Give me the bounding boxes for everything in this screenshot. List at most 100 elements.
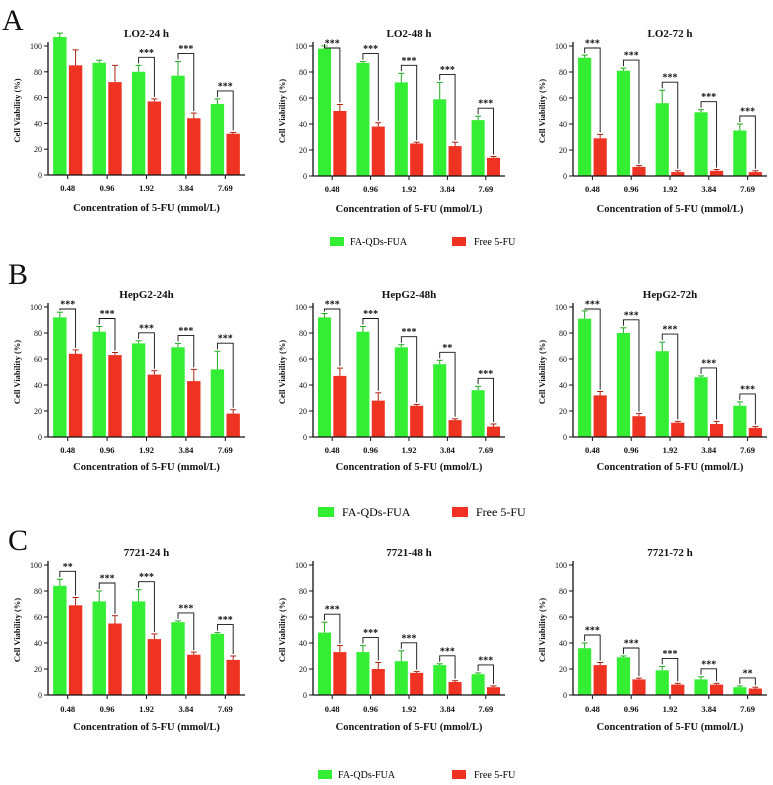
bar-free-5fu-0 bbox=[593, 138, 607, 176]
panel-letter-b: B bbox=[8, 258, 28, 291]
legend-c-swatch-1 bbox=[318, 770, 332, 779]
bar-fa-qds-fua-0 bbox=[317, 48, 332, 176]
legend-c-swatch-2 bbox=[452, 770, 466, 779]
bar-fa-qds-fua-2 bbox=[131, 71, 146, 175]
x-axis-label: Concentration of 5-FU (mmol/L) bbox=[597, 722, 744, 733]
significance-label-4: *** bbox=[740, 384, 755, 395]
y-tick-label-2: 40 bbox=[299, 120, 307, 129]
bar-fa-qds-fua-0 bbox=[53, 317, 67, 437]
significance-bracket-0 bbox=[59, 308, 77, 348]
significance-label-4: *** bbox=[478, 99, 493, 110]
x-tick-label-0: 0.48 bbox=[325, 704, 340, 714]
bar-free-5fu-0 bbox=[68, 353, 83, 437]
legend-c-label-1: FA-QDs-FUA bbox=[338, 770, 396, 781]
x-tick-label-0: 0.48 bbox=[60, 445, 75, 455]
x-tick-label-1: 0.96 bbox=[100, 704, 115, 714]
significance-bracket-3 bbox=[439, 351, 456, 417]
bar-free-5fu-2 bbox=[671, 172, 685, 176]
y-axis-label: Cell Viability (%) bbox=[12, 78, 22, 142]
bar-fa-qds-fua-0 bbox=[578, 318, 592, 437]
y-tick-label-0: 0 bbox=[303, 172, 307, 181]
significance-bracket-3 bbox=[700, 367, 718, 420]
x-tick-label-1: 0.96 bbox=[624, 184, 639, 194]
y-tick-label-1: 20 bbox=[559, 665, 567, 674]
bar-fa-qds-fua-3 bbox=[433, 99, 447, 176]
y-tick-label-0: 0 bbox=[303, 433, 307, 442]
bar-free-5fu-0 bbox=[593, 395, 607, 437]
chart-title: LO2-24 h bbox=[124, 28, 169, 40]
x-tick-label-4: 7.69 bbox=[478, 184, 493, 194]
significance-bracket-4 bbox=[739, 115, 756, 169]
bar-fa-qds-fua-1 bbox=[616, 657, 631, 695]
chart-hepg2-72h: HepG2-72h Cell Viability (%) Concentration… bbox=[537, 289, 767, 473]
y-tick-label-2: 40 bbox=[299, 381, 307, 390]
significance-bracket-2 bbox=[661, 333, 679, 420]
x-tick-label-0: 0.48 bbox=[60, 183, 75, 193]
bar-fa-qds-fua-4 bbox=[471, 390, 485, 437]
y-tick-label-5: 100 bbox=[30, 303, 42, 312]
legend-b: FA-QDs-FUA Free 5-FU bbox=[318, 505, 526, 519]
significance-label-4: *** bbox=[478, 369, 493, 380]
bar-fa-qds-fua-0 bbox=[578, 648, 592, 695]
bar-free-5fu-0 bbox=[333, 111, 347, 176]
y-tick-label-2: 40 bbox=[559, 120, 567, 129]
bar-fa-qds-fua-2 bbox=[394, 347, 408, 437]
y-tick-label-3: 60 bbox=[299, 94, 307, 103]
x-axis-label: Concentration of 5-FU (mmol/L) bbox=[73, 722, 220, 733]
x-tick-label-2: 1.92 bbox=[139, 183, 154, 193]
significance-label-3: ** bbox=[442, 343, 452, 354]
significance-label-1: *** bbox=[624, 639, 639, 650]
significance-label-2: *** bbox=[663, 325, 678, 336]
significance-bracket-4 bbox=[739, 393, 756, 425]
bar-fa-qds-fua-4 bbox=[733, 130, 747, 176]
bar-free-5fu-3 bbox=[448, 682, 462, 695]
bar-fa-qds-fua-1 bbox=[92, 62, 106, 175]
y-tick-label-4: 80 bbox=[299, 68, 307, 77]
bar-fa-qds-fua-3 bbox=[171, 347, 185, 437]
bar-fa-qds-fua-0 bbox=[53, 36, 67, 175]
x-axis-label: Concentration of 5-FU (mmol/L) bbox=[597, 204, 744, 215]
bar-fa-qds-fua-3 bbox=[171, 622, 185, 695]
bar-free-5fu-4 bbox=[226, 133, 240, 175]
legend-b-swatch-1 bbox=[318, 507, 334, 517]
bar-free-5fu-3 bbox=[448, 146, 462, 176]
y-tick-label-2: 40 bbox=[34, 381, 42, 390]
y-tick-label-5: 100 bbox=[555, 303, 567, 312]
x-tick-label-4: 7.69 bbox=[218, 183, 233, 193]
y-axis-label: Cell Viability (%) bbox=[537, 340, 547, 404]
significance-label-2: *** bbox=[663, 649, 678, 660]
bar-free-5fu-4 bbox=[226, 413, 240, 437]
bar-fa-qds-fua-4 bbox=[210, 369, 225, 437]
significance-bracket-2 bbox=[661, 81, 679, 169]
x-tick-label-4: 7.69 bbox=[218, 704, 233, 714]
significance-bracket-3 bbox=[439, 73, 456, 141]
chart-hepg2-48h: HepG2-48h Cell Viability (%) Concentration… bbox=[277, 289, 505, 473]
x-tick-label-0: 0.48 bbox=[325, 445, 340, 455]
bar-free-5fu-4 bbox=[748, 688, 762, 695]
significance-bracket-1 bbox=[362, 318, 379, 391]
x-tick-label-3: 3.84 bbox=[701, 184, 717, 194]
x-tick-label-3: 3.84 bbox=[178, 183, 194, 193]
significance-bracket-1 bbox=[622, 59, 640, 164]
y-tick-label-2: 40 bbox=[299, 639, 307, 648]
x-axis-label: Concentration of 5-FU (mmol/L) bbox=[336, 462, 483, 473]
significance-label-4: ** bbox=[743, 668, 753, 679]
x-axis-label: Concentration of 5-FU (mmol/L) bbox=[73, 462, 220, 473]
x-tick-label-4: 7.69 bbox=[478, 704, 493, 714]
significance-bracket-0 bbox=[324, 308, 341, 367]
legend-b-swatch-2 bbox=[452, 507, 468, 517]
x-tick-label-0: 0.48 bbox=[325, 184, 340, 194]
significance-bracket-4 bbox=[216, 342, 234, 408]
y-tick-label-0: 0 bbox=[563, 172, 567, 181]
bar-free-5fu-2 bbox=[147, 101, 162, 175]
y-tick-label-0: 0 bbox=[38, 433, 42, 442]
x-tick-label-2: 1.92 bbox=[663, 704, 678, 714]
y-tick-label-2: 40 bbox=[559, 639, 567, 648]
y-tick-label-3: 60 bbox=[34, 94, 42, 103]
y-tick-label-2: 40 bbox=[559, 381, 567, 390]
legend-c: FA-QDs-FUA Free 5-FU bbox=[318, 770, 516, 781]
significance-bracket-3 bbox=[700, 668, 718, 682]
x-axis-label: Concentration of 5-FU (mmol/L) bbox=[336, 204, 483, 215]
y-axis-label: Cell Viability (%) bbox=[537, 79, 547, 143]
